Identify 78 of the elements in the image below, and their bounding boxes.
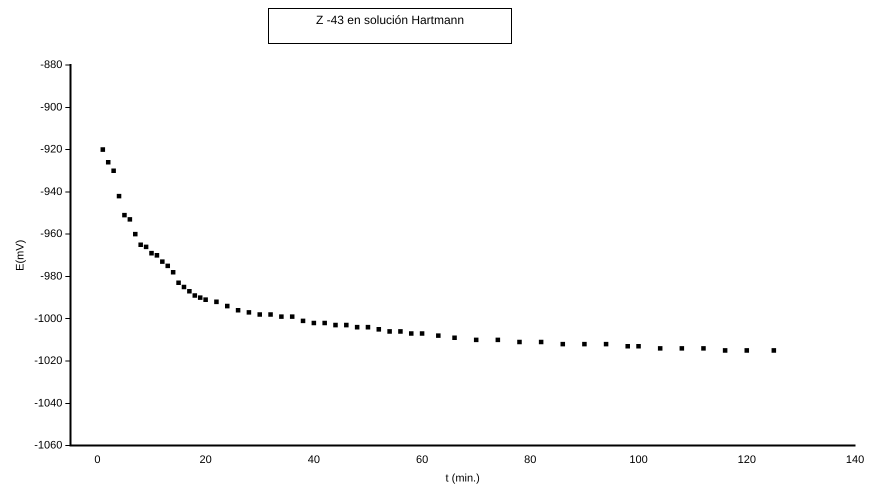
point [111,168,116,173]
point [170,270,176,274]
point [246,310,252,315]
x-tick-label: 120 [738,454,756,466]
point [225,304,230,308]
y-tick-label: -1000 [34,312,62,325]
point [187,288,192,294]
point [772,348,776,353]
point [366,324,370,330]
point [149,250,154,256]
point [680,346,684,351]
point [604,342,608,346]
y-tick-label: -920 [40,144,62,156]
point [138,242,143,247]
y-tick-label: -940 [40,186,62,198]
x-tick-label: 0 [94,454,100,466]
point [268,312,273,317]
point [279,314,284,319]
point [354,324,360,330]
y-axis-title: E(mV) [14,240,27,271]
y-tick-label: -960 [40,228,62,240]
point [106,160,110,165]
point [176,280,181,286]
point [154,253,160,258]
point [658,346,662,351]
x-tick-label: 20 [199,454,212,466]
x-tick-label: 100 [629,454,648,466]
point [312,320,316,326]
point [144,244,148,250]
point [214,300,219,304]
point [198,295,202,300]
x-tick-label: 80 [524,454,536,466]
chart-title: Z -43 en solución Hartmann [268,8,512,44]
point [344,322,349,328]
y-tick-label: -880 [40,59,62,72]
point [165,264,170,268]
point [133,232,138,236]
point [160,259,165,264]
point [322,320,327,326]
y-tick-label: -1040 [34,397,62,410]
y-tick-label: -1020 [34,355,62,368]
x-axis-title: t (min.) [446,472,480,484]
point [128,217,132,222]
point [582,342,587,346]
point [192,293,198,298]
point [300,318,306,324]
point [560,342,566,346]
point [744,348,750,353]
x-tick-label: 60 [416,454,428,466]
point [436,333,441,338]
y-tick-label: -1060 [34,440,62,452]
y-tick-label: -980 [40,270,62,282]
point [333,322,338,328]
point [387,329,392,334]
point [398,329,403,334]
point [182,284,186,290]
point [122,212,127,218]
point [625,344,630,348]
point [636,344,641,348]
y-tick-label: -900 [40,101,62,114]
point [722,348,728,353]
point [100,147,106,152]
point [474,338,478,342]
point [257,312,262,317]
point [236,308,240,313]
x-tick-label: 140 [846,454,864,466]
x-tick-label: 40 [308,454,320,466]
point [538,340,544,344]
point [496,338,500,342]
point [290,314,294,319]
point [408,331,414,336]
point [203,297,208,302]
point [452,335,457,340]
point [116,194,122,198]
point [517,340,522,344]
point [701,346,706,351]
point [376,327,382,332]
point [420,331,424,336]
